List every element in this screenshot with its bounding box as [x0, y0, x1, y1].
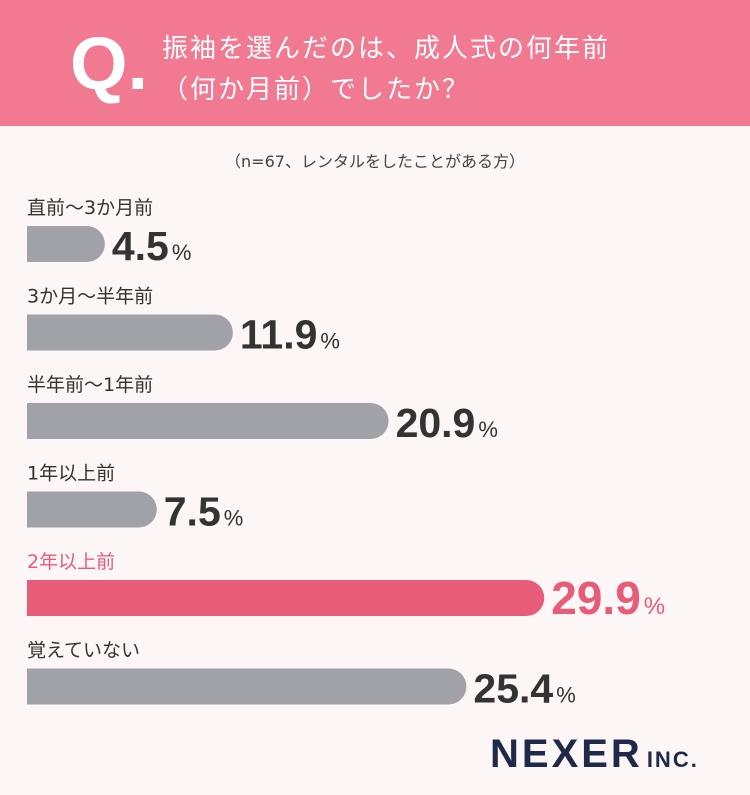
value-number: 7.5 — [164, 489, 221, 535]
category-label: 3か月～半年前 — [27, 286, 153, 308]
value-number: 4.5 — [112, 223, 169, 269]
bar — [27, 491, 157, 528]
value-label: 25.4% — [473, 666, 575, 712]
question-text-line2: （何か月前）でしたか？ — [162, 75, 471, 105]
value-label: 7.5% — [164, 489, 244, 535]
bar — [27, 314, 233, 351]
category-label: 2年以上前 — [27, 551, 115, 573]
question-header: Q. 振袖を選んだのは、成人式の何年前 （何か月前）でしたか？ — [0, 0, 750, 126]
value-number: 11.9 — [240, 312, 318, 358]
value-unit: % — [224, 506, 244, 531]
bar — [27, 403, 389, 439]
bar — [27, 226, 105, 262]
value-label: 29.9% — [551, 572, 665, 624]
value-label: 11.9% — [240, 312, 340, 358]
bar-chart: 直前～3か月前 4.5 % 3か月～半年前 11.9 % 半年前～1年前 20.9 % 1年以上前… — [27, 197, 665, 712]
value-number: 20.9 — [396, 400, 476, 446]
category-label: 覚えていない — [27, 640, 140, 662]
category-label: 1年以上前 — [27, 463, 115, 485]
value-number: 29.9 — [551, 572, 641, 624]
question-text-line1: 振袖を選んだのは、成人式の何年前 — [162, 34, 611, 64]
category-label: 直前～3か月前 — [27, 197, 153, 219]
value-unit: % — [478, 417, 498, 442]
sample-size-note: （n=67、レンタルをしたことがある方） — [225, 152, 525, 171]
value-unit: % — [320, 329, 340, 354]
bar — [27, 668, 467, 705]
brand-suffix: INC. — [646, 747, 699, 772]
value-unit: % — [556, 683, 576, 708]
value-unit: % — [172, 240, 192, 265]
bar — [27, 580, 545, 616]
value-unit: % — [644, 593, 665, 620]
value-label: 20.9% — [396, 400, 498, 446]
category-label: 半年前～1年前 — [27, 374, 153, 396]
brand-name: NEXER — [490, 732, 643, 776]
value-label: 4.5% — [112, 223, 192, 269]
value-number: 25.4 — [473, 666, 553, 712]
question-mark: Q. — [70, 22, 149, 105]
brand-logo: NEXER INC. — [490, 732, 699, 777]
